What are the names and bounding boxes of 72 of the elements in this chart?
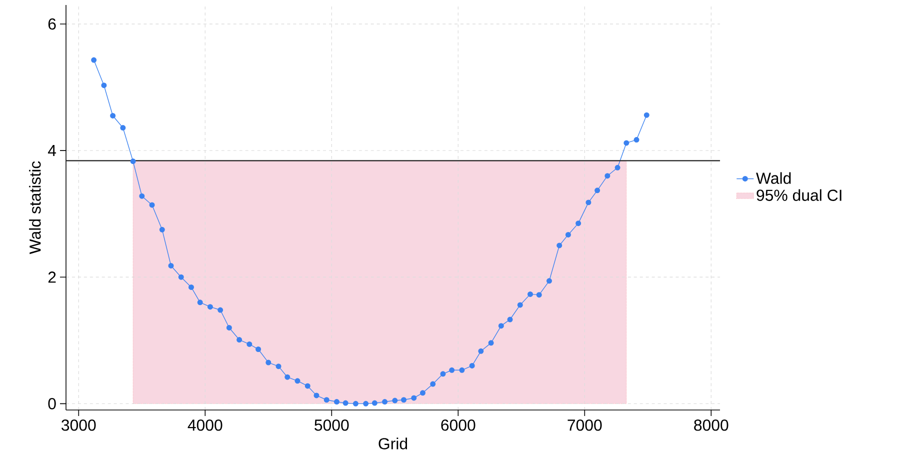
- y-tick-label: 6: [48, 18, 56, 30]
- point: [236, 337, 242, 343]
- point: [218, 307, 224, 313]
- point: [411, 395, 417, 401]
- x-axis-title: Grid: [378, 438, 408, 450]
- point: [197, 300, 203, 306]
- x-tick-label: 8000: [694, 420, 728, 431]
- point: [507, 316, 513, 322]
- point: [246, 341, 252, 347]
- point: [488, 340, 494, 346]
- point: [120, 125, 126, 131]
- point: [604, 173, 610, 179]
- point: [284, 374, 290, 380]
- point: [478, 348, 484, 354]
- point: [91, 57, 97, 63]
- point: [586, 200, 592, 206]
- point: [392, 398, 398, 404]
- point: [110, 112, 116, 118]
- point: [101, 82, 107, 88]
- point: [294, 378, 300, 384]
- legend-label: 95% dual CI: [756, 189, 842, 201]
- point: [459, 367, 465, 373]
- point: [576, 220, 582, 226]
- y-axis-title: Wald statistic: [29, 161, 41, 254]
- x-tick-label: 6000: [441, 420, 476, 431]
- point: [498, 323, 504, 329]
- point: [565, 232, 571, 238]
- y-tick-label: 2: [48, 272, 56, 283]
- point: [372, 400, 378, 406]
- point: [352, 400, 358, 406]
- point: [594, 188, 600, 194]
- point: [178, 274, 184, 280]
- point: [159, 226, 165, 232]
- point: [469, 362, 475, 368]
- point: [226, 324, 232, 330]
- point: [634, 137, 640, 143]
- point: [168, 262, 174, 268]
- point: [536, 292, 542, 298]
- point: [644, 112, 650, 118]
- point: [304, 383, 310, 389]
- point: [130, 158, 136, 164]
- legend-label: Wald: [756, 172, 791, 184]
- point: [256, 346, 262, 352]
- point: [188, 284, 194, 290]
- point: [556, 242, 562, 248]
- point: [401, 397, 407, 403]
- x-tick-label: 5000: [314, 420, 349, 431]
- point: [546, 278, 552, 284]
- y-tick-label: 4: [48, 145, 56, 156]
- point: [363, 400, 369, 406]
- point: [276, 364, 282, 370]
- x-tick-label: 7000: [568, 420, 602, 431]
- point: [207, 304, 213, 310]
- point: [149, 202, 155, 208]
- point: [334, 399, 340, 405]
- point: [517, 302, 523, 308]
- point: [420, 390, 426, 396]
- point: [139, 193, 145, 199]
- point: [324, 397, 330, 403]
- x-tick-label: 4000: [188, 420, 222, 431]
- point: [614, 164, 620, 170]
- point: [449, 367, 455, 373]
- point: [528, 291, 534, 297]
- point: [440, 371, 446, 377]
- point: [342, 400, 348, 406]
- point: [430, 381, 436, 387]
- point: [314, 392, 320, 398]
- point: [266, 360, 272, 366]
- point: [624, 140, 630, 146]
- x-tick-label: 3000: [62, 420, 96, 431]
- y-tick-label: 0: [48, 398, 56, 410]
- point: [382, 399, 388, 405]
